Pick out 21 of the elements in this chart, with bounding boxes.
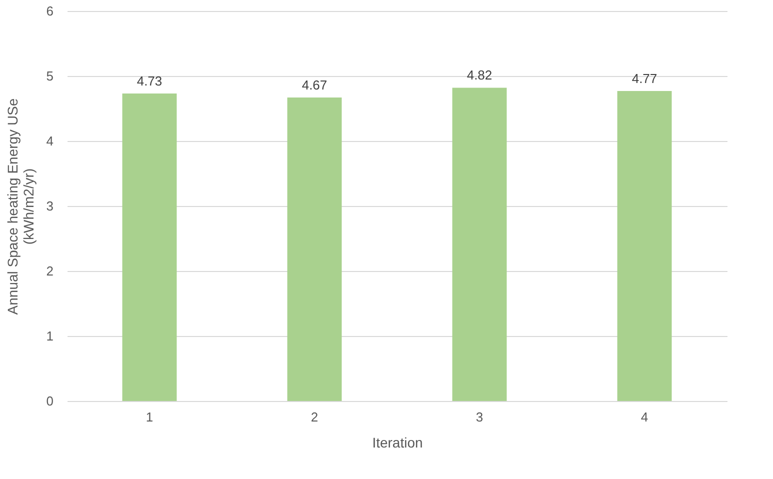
y-tick-label: 4	[46, 134, 54, 148]
bar	[617, 90, 672, 401]
y-tick-label: 1	[46, 328, 54, 344]
y-axis-title: Annual Space heating Energy USe (kWh/m2/yr)	[4, 98, 36, 315]
bar	[122, 94, 177, 401]
data-label: 4.82	[466, 68, 492, 83]
y-tick-label: 6	[46, 4, 54, 18]
data-label: 4.77	[632, 70, 658, 86]
data-label: 4.73	[136, 74, 162, 89]
x-tick-label: 2	[310, 410, 318, 424]
y-tick-label: 0	[46, 394, 54, 408]
data-label: 4.67	[302, 77, 328, 92]
x-axis-title: Iteration	[372, 434, 423, 450]
x-tick-label: 3	[476, 410, 484, 424]
y-tick-label: 5	[46, 68, 54, 84]
bar	[452, 88, 507, 401]
y-tick-label: 2	[46, 264, 54, 278]
x-tick-label: 1	[146, 410, 154, 424]
y-tick-label: 3	[46, 198, 54, 214]
x-tick-label: 4	[640, 410, 648, 424]
bar	[287, 97, 342, 401]
